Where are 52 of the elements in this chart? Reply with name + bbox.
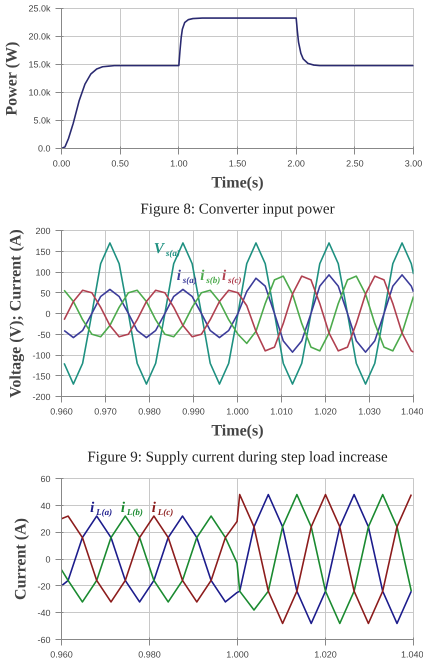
x-tick-label: 1.020 xyxy=(314,650,337,660)
x-tick-label: 1.030 xyxy=(358,406,381,416)
y-tick-label: -60 xyxy=(37,635,51,645)
x-tick-label: 1.50 xyxy=(228,158,246,168)
y-tick-label: -150 xyxy=(32,371,50,382)
y-tick-label: 10.0k xyxy=(28,88,51,98)
x-tick-label: 2.00 xyxy=(287,158,305,168)
x-tick-label: 1.010 xyxy=(270,406,293,416)
x-tick-label: 0.980 xyxy=(138,650,161,660)
y-tick-label: -50 xyxy=(37,330,51,340)
x-tick-label: 0.970 xyxy=(94,406,117,416)
y-tick-label: 100 xyxy=(35,268,51,278)
y-tick-label: 20 xyxy=(40,528,51,538)
x-tick-label: 1.00 xyxy=(170,158,188,168)
y-tick-label: 15.0k xyxy=(28,60,51,70)
y-tick-label: 200 xyxy=(35,226,51,236)
y-tick-label: 0.0 xyxy=(38,144,51,154)
y-tick-label: -40 xyxy=(37,608,51,618)
y-tick-label: -100 xyxy=(32,350,50,360)
x-tick-label: 3.00 xyxy=(404,158,422,168)
x-tick-label: 0.980 xyxy=(138,406,161,416)
y-tick-label: 5.0k xyxy=(33,116,51,126)
line-series xyxy=(63,242,414,385)
x-tick-label: 0.960 xyxy=(50,650,73,660)
y-tick-label: 150 xyxy=(35,246,51,257)
x-tick-label: 1.040 xyxy=(400,650,423,660)
x-tick-label: 1.000 xyxy=(226,650,249,660)
y-tick-label: 0 xyxy=(45,309,51,319)
caption: Figure 8: Converter input power xyxy=(140,202,335,218)
x-tick-label: 0.990 xyxy=(182,406,205,416)
y-tick-label: 40 xyxy=(40,500,51,511)
x-tick-label: 2.50 xyxy=(346,158,364,168)
y-tick-label: 50 xyxy=(40,288,51,298)
y-tick-label: -20 xyxy=(37,581,51,592)
x-tick-label: 0.960 xyxy=(50,406,73,416)
x-tick-label: 1.020 xyxy=(314,406,337,416)
y-tick-label: 25.0k xyxy=(28,4,51,14)
x-tick-label: 1.000 xyxy=(226,406,249,416)
x-tick-label: 1.040 xyxy=(400,406,423,416)
line-series xyxy=(62,494,412,624)
y-axis-title: Power (W) xyxy=(3,42,20,116)
x-tick-label: 0.50 xyxy=(111,158,129,168)
y-tick-label: 20.0k xyxy=(28,32,51,42)
x-axis-title: Time(s) xyxy=(211,422,264,440)
y-tick-label: 0 xyxy=(45,554,51,564)
y-axis-title: Voltage (V); Current (A) xyxy=(7,229,24,398)
y-axis-title: Current (A) xyxy=(12,518,30,600)
y-tick-label: 60 xyxy=(40,474,51,484)
x-tick-label: 0.00 xyxy=(52,158,70,168)
y-tick-label: -200 xyxy=(32,392,50,402)
x-axis-title: Time(s) xyxy=(211,174,264,192)
caption: Figure 9: Supply current during step load increase xyxy=(87,450,388,466)
